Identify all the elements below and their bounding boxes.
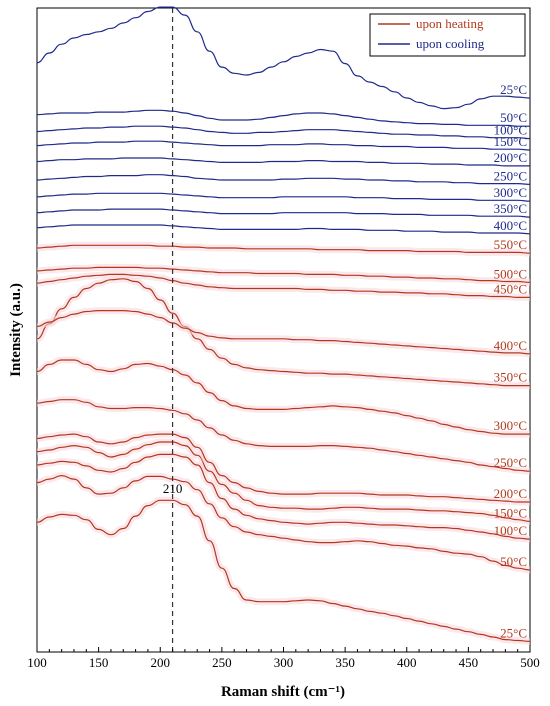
curve-shade-heating-3 [36, 438, 531, 525]
legend-heating-label: upon heating [416, 16, 484, 31]
curve-cooling-200c [36, 157, 530, 167]
curve-label-cooling-400c: 400°C [494, 218, 527, 233]
curve-cooling-150c [36, 140, 531, 151]
legend-box [369, 13, 526, 57]
curve-heating-300c [36, 359, 530, 435]
legend-cooling-label: upon cooling [416, 36, 485, 51]
curve-label-cooling-200c: 200°C [494, 150, 527, 165]
spectra-curves [35, 6, 531, 645]
curve-label-cooling-150c: 150°C [494, 134, 527, 149]
legend: upon heating upon cooling [369, 13, 526, 57]
curve-label-cooling-300c: 300°C [494, 185, 527, 200]
curve-cooling-25c [36, 6, 531, 110]
x-tick-label-200: 200 [151, 655, 171, 670]
curve-cooling-350c [36, 208, 531, 218]
curve-heating-50c [36, 474, 531, 571]
curve-heating-25c [36, 499, 531, 642]
curve-heating-250c [36, 399, 531, 472]
curve-label-cooling-50c: 50°C [500, 110, 527, 125]
curve-label-heating-400c: 400°C [494, 338, 527, 353]
reference-line-label: 210 [163, 481, 183, 496]
curve-label-cooling-350c: 350°C [494, 201, 527, 216]
curve-cooling-100c [36, 125, 531, 140]
curve-shade-heating-8 [36, 307, 531, 358]
curve-label-heating-100c: 100°C [494, 523, 527, 538]
curve-heating-150c [36, 441, 531, 522]
curve-label-cooling-250c: 250°C [494, 168, 527, 183]
curve-cooling-50c [36, 109, 530, 127]
x-tick-label-150: 150 [89, 655, 109, 670]
curve-label-heating-50c: 50°C [500, 554, 527, 569]
curve-heating-550c [36, 244, 531, 254]
curve-heating-500c [36, 266, 531, 283]
x-axis-title: Raman shift (cm⁻¹) [221, 684, 345, 700]
x-axis-ticks: 100 150 200 250 300 350 400 450 500 [27, 647, 540, 670]
curve-heating-450c [36, 273, 530, 298]
x-tick-label-400: 400 [397, 655, 417, 670]
curve-label-cooling-100c: 100°C [494, 123, 527, 138]
curve-labels: 25°C50°C100°C150°C200°C250°C300°C350°C40… [494, 82, 527, 640]
curve-label-heating-150c: 150°C [494, 505, 527, 520]
curve-heating-200c [36, 433, 530, 503]
x-tick-label-250: 250 [212, 655, 232, 670]
curve-label-heating-300c: 300°C [494, 418, 527, 433]
curve-cooling-300c [36, 192, 531, 202]
y-axis-title: Intensity (a.u.) [8, 283, 24, 377]
curve-heating-100c [36, 453, 531, 540]
curve-cooling-250c [36, 174, 531, 185]
x-tick-label-450: 450 [459, 655, 479, 670]
x-tick-label-500: 500 [520, 655, 540, 670]
curve-heating-400c [36, 309, 531, 355]
curve-label-heating-350c: 350°C [494, 370, 527, 385]
curve-label-heating-450c: 450°C [494, 281, 527, 296]
curve-label-cooling-25c: 25°C [500, 82, 527, 97]
curve-label-heating-550c: 550°C [494, 237, 527, 252]
x-tick-label-100: 100 [27, 655, 47, 670]
curve-heating-350c [36, 278, 530, 387]
curve-label-heating-250c: 250°C [494, 455, 527, 470]
curve-cooling-400c [36, 224, 531, 235]
x-tick-label-300: 300 [274, 655, 294, 670]
curve-label-heating-500c: 500°C [494, 266, 527, 281]
x-tick-label-350: 350 [335, 655, 355, 670]
curve-label-heating-25c: 25°C [500, 625, 527, 640]
curve-label-heating-200c: 200°C [494, 486, 527, 501]
